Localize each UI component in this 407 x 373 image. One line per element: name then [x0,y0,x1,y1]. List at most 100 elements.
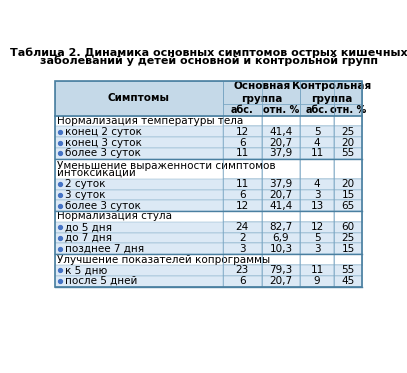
Bar [262,222,300,233]
Bar [300,81,362,104]
Text: 41,4: 41,4 [269,201,293,211]
Bar [55,233,362,244]
Bar [223,104,262,116]
Bar [300,116,334,126]
Text: Контрольная
группа: Контрольная группа [292,81,371,104]
Bar [262,200,300,211]
Text: 79,3: 79,3 [269,265,293,275]
Bar [223,148,262,159]
Text: 20: 20 [341,138,354,148]
Text: 10,3: 10,3 [269,244,293,254]
Bar [262,233,300,244]
Bar [55,200,362,211]
Bar [262,276,300,286]
Bar [300,179,334,189]
Text: 3: 3 [239,244,245,254]
Text: 4: 4 [314,138,320,148]
Text: 55: 55 [341,148,355,158]
Bar [55,126,362,137]
Bar [334,148,362,159]
Text: интоксикации: интоксикации [57,167,136,178]
Text: 11: 11 [311,148,324,158]
Bar [300,148,334,159]
Bar [55,222,362,233]
Bar [55,148,362,159]
Bar [262,126,300,137]
Text: 3: 3 [314,244,320,254]
Text: абс.: абс. [231,105,254,115]
Bar [334,159,362,179]
Bar [223,126,262,137]
Text: 12: 12 [236,127,249,137]
Bar [262,159,300,179]
Bar [262,137,300,148]
Bar [334,254,362,265]
Bar [55,81,362,104]
Text: Таблица 2. Динамика основных симптомов острых кишечных: Таблица 2. Динамика основных симптомов о… [10,47,407,57]
Bar [300,104,334,116]
Bar [55,265,362,276]
Bar [334,265,362,276]
Bar [223,244,262,254]
Text: 24: 24 [236,222,249,232]
Text: более 3 суток: более 3 суток [65,201,141,211]
Text: 3 суток: 3 суток [65,190,105,200]
Bar [223,81,300,104]
Text: 5: 5 [314,127,320,137]
Text: 20,7: 20,7 [269,276,293,286]
Text: 20,7: 20,7 [269,138,293,148]
Bar [55,276,362,286]
Bar [300,126,334,137]
Bar [55,81,223,116]
Text: 11: 11 [311,265,324,275]
Text: Основная
группа: Основная группа [233,81,290,104]
Bar [223,265,262,276]
Bar [223,200,262,211]
Bar [55,189,362,200]
Text: 6,9: 6,9 [273,233,289,243]
Bar [223,179,262,189]
Text: 25: 25 [341,127,355,137]
Text: 6: 6 [239,276,245,286]
Text: 6: 6 [239,138,245,148]
Bar [262,116,300,126]
Bar [300,222,334,233]
Bar [300,159,334,179]
Bar [300,254,334,265]
Text: Улучшение показателей копрограммы: Улучшение показателей копрограммы [57,255,270,264]
Bar [300,233,334,244]
Bar [300,211,334,222]
Text: 4: 4 [314,179,320,189]
Text: абс.: абс. [306,105,328,115]
Bar [223,137,262,148]
Text: 12: 12 [236,201,249,211]
Bar [262,104,300,116]
Bar [334,179,362,189]
Text: 55: 55 [341,265,355,275]
Text: 60: 60 [341,222,354,232]
Bar [55,254,362,265]
Text: 15: 15 [341,244,355,254]
Text: 9: 9 [314,276,320,286]
Bar [334,126,362,137]
Bar [300,137,334,148]
Text: после 5 дней: после 5 дней [65,276,137,286]
Bar [223,233,262,244]
Bar [262,254,300,265]
Bar [223,211,262,222]
Text: 6: 6 [239,190,245,200]
Text: 11: 11 [236,148,249,158]
Text: 20: 20 [341,179,354,189]
Bar [334,233,362,244]
Bar [334,189,362,200]
Bar [262,179,300,189]
Text: 82,7: 82,7 [269,222,293,232]
Text: 2: 2 [239,233,245,243]
Bar [55,159,362,179]
Bar [223,222,262,233]
Bar [262,211,300,222]
Text: 20,7: 20,7 [269,190,293,200]
Text: 12: 12 [311,222,324,232]
Bar [334,244,362,254]
Bar [223,116,262,126]
